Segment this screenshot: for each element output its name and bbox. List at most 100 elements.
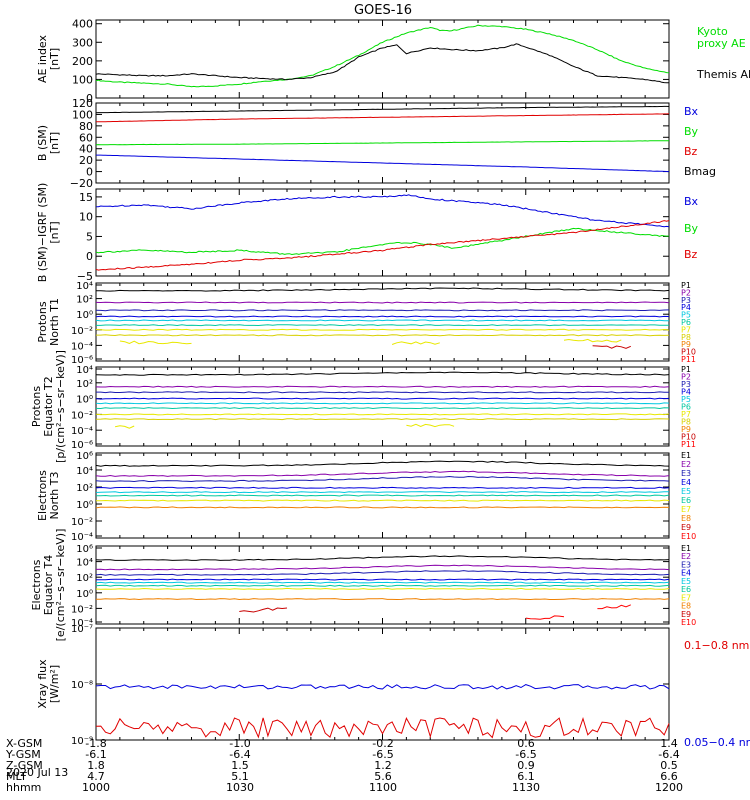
legend-entry: E10 bbox=[681, 532, 696, 541]
legend-entry: Bz bbox=[684, 145, 698, 158]
y-axis-label: [nT] bbox=[48, 48, 61, 70]
y-tick-label: −20 bbox=[70, 177, 93, 190]
y-tick-label: 10⁻² bbox=[71, 517, 93, 528]
ephemeris-footer: 2020 Jul 13 X-GSMY-GSMZ-GSMMLThhmm-1.8-6… bbox=[5, 737, 683, 794]
panel-frame bbox=[95, 282, 670, 362]
panel-4: Protons North T1 10⁴ 10² 10⁰ 10⁻² 10⁻⁴ 10⁻⁶ P1P2… bbox=[36, 281, 696, 366]
series-line-xray-1 bbox=[95, 684, 670, 690]
channel-line-3 bbox=[95, 570, 670, 576]
y-tick-label: 10⁻⁴ bbox=[71, 532, 93, 543]
y-tick-label: 10² bbox=[76, 379, 93, 390]
channel-line-5 bbox=[95, 402, 670, 405]
legend-entry: P3 bbox=[681, 296, 691, 305]
legend-entry: E8 bbox=[681, 514, 691, 523]
legend-entry: Bx bbox=[684, 195, 699, 208]
y-tick-label: 400 bbox=[72, 18, 93, 31]
legend-entry: P6 bbox=[681, 318, 691, 327]
channel-line-6 bbox=[96, 324, 669, 327]
y-tick-label: 10⁴ bbox=[76, 365, 93, 376]
legend-entry: P7 bbox=[681, 325, 691, 334]
y-tick-label: 10⁻⁸ bbox=[71, 680, 93, 691]
channel-fragment bbox=[525, 615, 565, 620]
panel-5: Protons Equator T2 [p/(cm²−s−sr−keV)] 10⁴10… bbox=[30, 350, 696, 463]
legend-entry: E5 bbox=[681, 577, 691, 586]
y-tick-label: 10⁶ bbox=[76, 451, 93, 462]
legend-entry: P8 bbox=[681, 418, 691, 427]
y-tick-label: 10² bbox=[76, 295, 93, 306]
ephemeris-value: 6.6 bbox=[660, 770, 678, 783]
ephemeris-row-label: hhmm bbox=[6, 781, 41, 794]
channel-line-5 bbox=[95, 491, 670, 494]
legend-entry: P2 bbox=[681, 288, 691, 297]
legend-entry: P4 bbox=[681, 303, 691, 312]
legend-entry: 0.1−0.8 nm bbox=[684, 639, 749, 652]
legend-entry: P11 bbox=[681, 355, 696, 364]
ephemeris-value: 5.1 bbox=[231, 770, 249, 783]
series-line-bx bbox=[96, 154, 670, 173]
ephemeris-value: 1200 bbox=[655, 781, 683, 794]
y-tick-label: 10² bbox=[76, 483, 93, 494]
channel-fragment bbox=[597, 604, 631, 610]
y-tick-label: 10⁻⁷ bbox=[71, 624, 93, 635]
channel-fragment bbox=[563, 338, 622, 343]
legend-entry: E1 bbox=[681, 544, 691, 553]
legend-entry: P9 bbox=[681, 340, 691, 349]
y-tick-label: 100 bbox=[72, 73, 93, 86]
channel-line-4 bbox=[95, 578, 670, 581]
y-tick-label: 10⁰ bbox=[76, 500, 93, 511]
channel-line-8 bbox=[95, 418, 670, 421]
channel-fragment bbox=[592, 345, 631, 349]
panel-8: Xray flux [W/m²] 10⁻⁷ 10⁻⁸ 10⁻⁹ 0.1−0.8 nm 0.0… bbox=[36, 624, 750, 749]
legend-entry: P7 bbox=[681, 410, 691, 419]
channel-fragment bbox=[239, 607, 288, 613]
ephemeris-value: 5.6 bbox=[374, 770, 392, 783]
y-axis-label: AE index bbox=[36, 34, 49, 83]
ephemeris-value: -1.8 bbox=[85, 737, 106, 750]
legend-entry: P6 bbox=[681, 403, 691, 412]
legend-entry: E9 bbox=[681, 610, 691, 619]
legend-entry: By bbox=[684, 125, 699, 138]
ephemeris-value: -6.5 bbox=[515, 748, 536, 761]
y-axis-label: Electrons bbox=[36, 470, 49, 521]
ephemeris-row-label: MLT bbox=[6, 770, 27, 783]
channel-line-7 bbox=[95, 328, 670, 331]
y-tick-label: 10⁶ bbox=[76, 544, 93, 555]
ephemeris-value: -0.2 bbox=[372, 737, 393, 750]
channel-line-6 bbox=[95, 494, 670, 497]
channel-line-1 bbox=[95, 460, 670, 467]
y-tick-label: 10⁻⁹ bbox=[71, 736, 93, 747]
y-axis-label: Electrons bbox=[30, 559, 43, 610]
ephemeris-value: 1.2 bbox=[374, 759, 392, 772]
channel-line-6 bbox=[95, 584, 670, 587]
channel-line-4 bbox=[95, 486, 670, 489]
channel-line-2 bbox=[95, 385, 670, 388]
legend-entry: P8 bbox=[681, 333, 691, 342]
ephemeris-value: -6.1 bbox=[85, 748, 106, 761]
channel-line-5 bbox=[95, 581, 670, 584]
ephemeris-value: 6.1 bbox=[517, 770, 535, 783]
legend-entry: 0.05−0.4 nm bbox=[684, 736, 750, 749]
ephemeris-value: 1.5 bbox=[231, 759, 249, 772]
y-tick-label: 10⁻⁴ bbox=[71, 341, 93, 352]
y-tick-label: 0 bbox=[86, 250, 93, 263]
y-axis-label: [e/(cm²−s−sr−keV)] bbox=[54, 529, 67, 642]
legend-entry: P2 bbox=[681, 373, 691, 382]
y-axis-label: [nT] bbox=[48, 132, 61, 154]
channel-line-2 bbox=[95, 301, 670, 304]
ephemeris-row-label: Y-GSM bbox=[5, 748, 41, 761]
y-tick-label: 10⁻⁴ bbox=[71, 426, 93, 437]
y-tick-label: 10⁰ bbox=[76, 395, 93, 406]
legend-entry: proxy AE bbox=[697, 37, 746, 50]
series-line-bz bbox=[96, 113, 670, 123]
y-tick-label: 10⁰ bbox=[76, 589, 93, 600]
ephemeris-value: -1.0 bbox=[229, 737, 250, 750]
series-line-kyoto-proxy-ae bbox=[95, 24, 670, 88]
y-tick-label: 10⁻² bbox=[71, 410, 93, 421]
legend-entry: E9 bbox=[681, 523, 691, 532]
legend-entry: E2 bbox=[681, 552, 691, 561]
y-axis-label: North T1 bbox=[48, 298, 61, 346]
channel-line-4 bbox=[95, 397, 670, 400]
